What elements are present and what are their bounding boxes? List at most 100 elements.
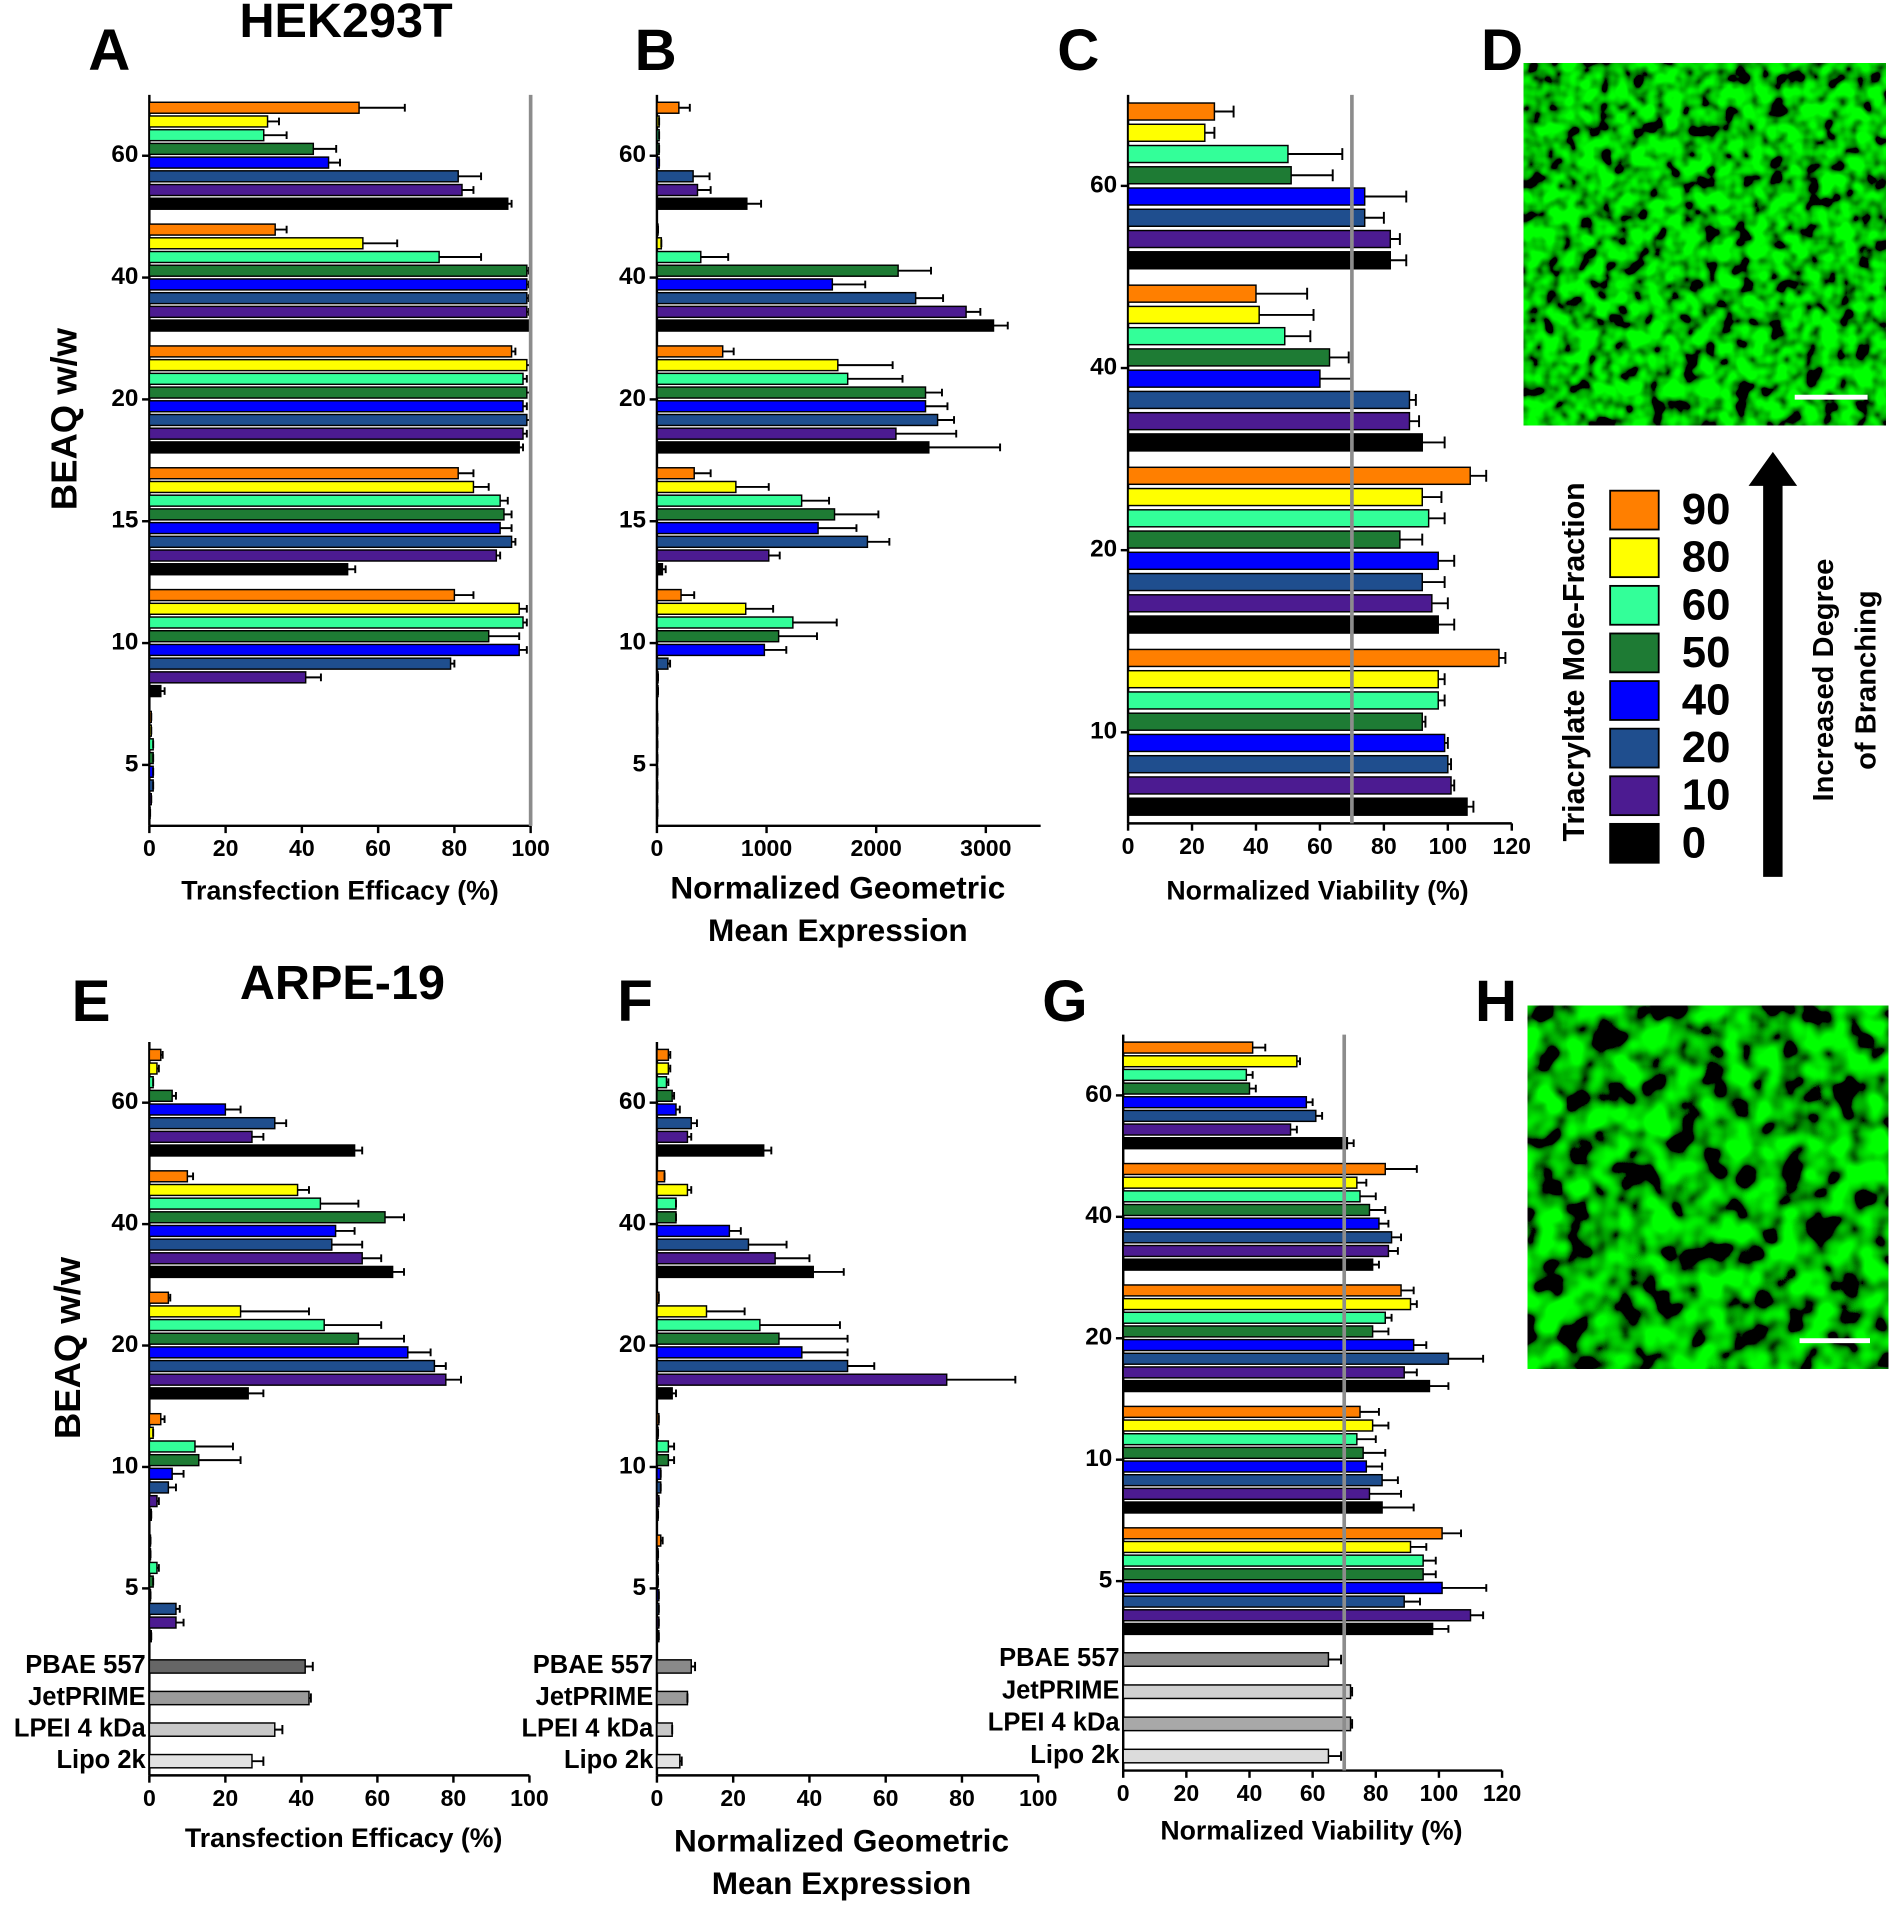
error-bar [1429, 1382, 1450, 1390]
x-tick-label: 0 [143, 1785, 156, 1811]
error-bar [523, 429, 528, 438]
x-tick-label: 1000 [741, 835, 792, 861]
legend-label: 10 [1682, 771, 1731, 820]
error-bar [526, 280, 530, 289]
error-bar [1249, 1084, 1257, 1093]
y-tick-label: 40 [1085, 1202, 1112, 1229]
y-tick-label: 5 [1099, 1567, 1113, 1594]
bar [1122, 1622, 1434, 1636]
error-bar [1319, 372, 1353, 385]
bar [1122, 1405, 1361, 1419]
error-bar [775, 1254, 811, 1263]
error-bar [1284, 330, 1312, 343]
error-bar [1438, 673, 1446, 686]
error-bar [778, 632, 818, 641]
bar [148, 1305, 242, 1318]
y-tick-label: 20 [111, 385, 138, 412]
error-bar [993, 321, 1009, 330]
x-tick-label: 20 [213, 1785, 239, 1811]
panel-label: E [72, 969, 111, 1034]
error-bar [1404, 1368, 1418, 1377]
error-bar [1360, 1408, 1380, 1416]
bar [148, 237, 364, 250]
bar [148, 1170, 189, 1183]
error-bar [687, 1186, 693, 1194]
error-bar [1364, 211, 1385, 224]
error-bar [729, 1227, 742, 1235]
bar [1122, 1568, 1424, 1581]
error-bar [722, 347, 735, 356]
bar [148, 1332, 360, 1345]
bar [148, 1346, 409, 1359]
bar [148, 372, 524, 386]
x-tick-label: 3000 [960, 835, 1011, 861]
bar [148, 1291, 170, 1304]
error-bar [251, 1756, 265, 1766]
panel-label: A [88, 18, 130, 83]
bar [656, 1252, 776, 1265]
x-tick-label: 40 [1237, 1780, 1263, 1806]
y-tick-label: 10 [111, 1452, 138, 1479]
bar [1122, 1041, 1254, 1054]
error-bar [691, 1119, 698, 1127]
bar [148, 413, 528, 427]
bar [656, 1183, 689, 1197]
error-bar [308, 1693, 312, 1703]
bar [1122, 1297, 1412, 1311]
x-tick-label: 20 [1174, 1780, 1200, 1806]
bar [148, 494, 501, 507]
x-tick-label: 60 [873, 1785, 899, 1811]
bar [1127, 594, 1433, 613]
bar [656, 400, 927, 413]
error-bar [473, 483, 490, 491]
x-tick-label: 60 [1300, 1780, 1326, 1806]
bar [1127, 411, 1411, 431]
bar [148, 319, 532, 332]
bar [1122, 1231, 1393, 1244]
error-bar [168, 1483, 177, 1492]
bar [1122, 1190, 1361, 1203]
bar [1127, 369, 1321, 388]
bar [1122, 1716, 1352, 1732]
error-bar [175, 1618, 185, 1627]
error-bar [1423, 1570, 1437, 1579]
error-bar [847, 1362, 876, 1370]
bar [656, 1116, 692, 1130]
error-bar [1438, 554, 1456, 567]
bar [1127, 530, 1401, 549]
bar [1127, 509, 1430, 528]
error-bar [324, 1321, 383, 1329]
error-bar [937, 416, 956, 424]
error-bar [1369, 1489, 1403, 1498]
x-tick-label: 100 [1429, 833, 1467, 859]
bar [656, 441, 930, 454]
error-bar [434, 1362, 447, 1370]
control-label: LPEI 4 kDa [988, 1709, 1121, 1737]
bar [1122, 1540, 1412, 1554]
bar [148, 386, 528, 399]
bar [148, 1265, 394, 1279]
bar [1127, 776, 1452, 795]
arrow-label: of Branching [1850, 590, 1882, 770]
error-bar [450, 659, 456, 668]
error-bar [928, 443, 1002, 452]
bar [1122, 1137, 1349, 1150]
error-bar [275, 225, 288, 234]
error-bar [359, 103, 406, 112]
x-tick-label: 80 [949, 1785, 975, 1811]
bar [1127, 305, 1260, 325]
micrograph [1527, 1005, 1889, 1369]
error-bar [1404, 1597, 1421, 1606]
error-bar [1442, 1529, 1462, 1538]
error-bar [187, 1172, 195, 1181]
y-tick-label: 15 [619, 507, 646, 534]
bar [656, 1722, 673, 1737]
bar [656, 1170, 666, 1183]
error-bar [667, 659, 672, 668]
error-bar [837, 361, 894, 369]
error-bar [1246, 1071, 1254, 1079]
bar [148, 1089, 173, 1103]
bar [148, 128, 265, 142]
error-bar [1390, 233, 1401, 245]
y-tick-label: 5 [633, 750, 647, 777]
